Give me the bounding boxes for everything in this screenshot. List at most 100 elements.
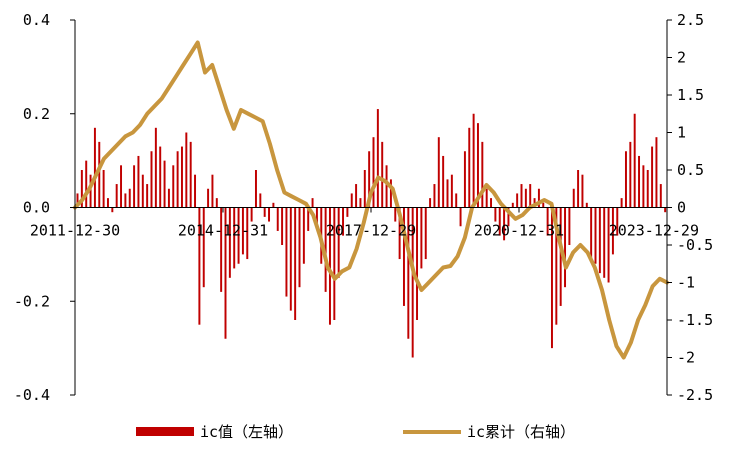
x-axis-ticks: 2011-12-30 2014-12-31 2017-12-29 2020-12-31… (30, 207, 699, 240)
bar (120, 165, 123, 208)
legend-bar-label: ic值（左轴） (200, 423, 293, 441)
bar (272, 202, 275, 208)
bar (503, 207, 506, 241)
bar (337, 207, 340, 278)
bar (268, 207, 271, 222)
bar (176, 151, 179, 208)
bar (476, 123, 479, 208)
bar (607, 207, 610, 283)
bar (363, 170, 366, 208)
bar (590, 207, 593, 260)
bar (302, 207, 305, 264)
bar (246, 207, 249, 260)
bar (398, 207, 401, 260)
bar (254, 170, 257, 208)
bar (141, 174, 144, 208)
bar (642, 165, 645, 208)
x-tick-label: 2020-12-31 (474, 222, 564, 240)
bar (285, 207, 288, 297)
bar (259, 193, 262, 208)
bar (442, 155, 445, 208)
bar (494, 207, 497, 222)
bar (529, 184, 532, 208)
bar (372, 137, 375, 208)
bar (276, 207, 279, 231)
bar (424, 207, 427, 260)
right-y-tick-label: 2 (677, 49, 686, 67)
bar (577, 170, 580, 208)
bar (85, 160, 88, 208)
bar (307, 207, 310, 231)
bar (350, 193, 353, 208)
bar (189, 141, 192, 208)
bar (198, 207, 201, 325)
bar (655, 137, 658, 208)
bar (572, 188, 575, 208)
bar (511, 202, 514, 208)
bar (542, 202, 545, 208)
bar-series (76, 109, 667, 358)
right-y-tick-label: -2.5 (677, 386, 713, 404)
right-y-axis-ticks: 2.5 2 1.5 1 0.5 0 -0.5 -1 -1.5 -2 -2.5 (667, 11, 713, 404)
bar (359, 198, 362, 208)
bar (402, 207, 405, 306)
bar (394, 207, 397, 222)
bar (455, 193, 458, 208)
bar (228, 207, 231, 278)
bar (481, 141, 484, 208)
bar (524, 188, 527, 208)
legend: ic值（左轴） ic累计（右轴） (136, 423, 575, 441)
right-y-tick-label: 0.5 (677, 161, 704, 179)
bar (520, 184, 523, 208)
bar (381, 141, 384, 208)
right-y-tick-label: 1 (677, 124, 686, 142)
bar (611, 207, 614, 255)
bar (437, 137, 440, 208)
bar (98, 141, 101, 208)
bar (159, 146, 162, 208)
right-y-tick-label: 0 (677, 199, 686, 217)
right-y-tick-label: -1 (677, 274, 695, 292)
left-y-tick-label: -0.2 (14, 292, 50, 310)
bar (594, 207, 597, 264)
right-y-tick-label: 2.5 (677, 11, 704, 29)
bar (311, 198, 314, 208)
bar (459, 207, 462, 227)
bar (633, 113, 636, 208)
bar (624, 151, 627, 208)
bar (115, 184, 118, 208)
bar (468, 127, 471, 208)
bar (76, 193, 79, 208)
bar (646, 170, 649, 208)
bar (289, 207, 292, 311)
bar (450, 174, 453, 208)
bar (620, 198, 623, 208)
bar (150, 151, 153, 208)
bar (180, 146, 183, 208)
right-y-tick-label: 1.5 (677, 86, 704, 104)
bar (490, 198, 493, 208)
bar (581, 174, 584, 208)
right-y-tick-label: -1.5 (677, 311, 713, 329)
bar (616, 207, 619, 236)
bar (555, 207, 558, 325)
bar (485, 188, 488, 208)
bar (241, 207, 244, 255)
bar (124, 193, 127, 208)
bar (106, 198, 109, 208)
x-tick-label: 2023-12-29 (609, 222, 699, 240)
bar (603, 207, 606, 278)
bar (137, 155, 140, 208)
bar (638, 155, 641, 208)
bar (629, 141, 632, 208)
bar (202, 207, 205, 288)
bar (294, 207, 297, 320)
bar (220, 207, 223, 292)
bar (659, 184, 662, 208)
bar (333, 207, 336, 320)
bar (298, 207, 301, 288)
bar (346, 207, 349, 217)
left-y-tick-label: 0.2 (23, 105, 50, 123)
bar (328, 207, 331, 325)
